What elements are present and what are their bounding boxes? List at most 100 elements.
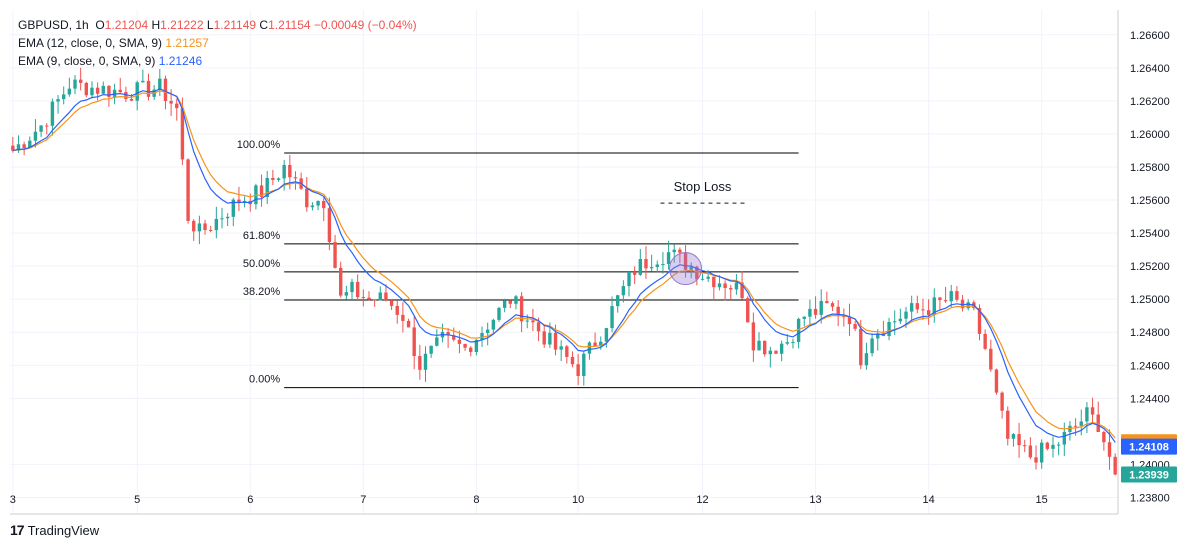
- ema9-legend[interactable]: EMA (9, close, 0, SMA, 9) 1.21246: [18, 52, 417, 70]
- candle-body: [751, 322, 756, 351]
- candle-body: [237, 199, 241, 203]
- tradingview-brand[interactable]: 17 TradingView: [10, 522, 99, 538]
- candle-body: [870, 338, 874, 354]
- candle-body: [22, 144, 26, 149]
- candle: [672, 244, 676, 263]
- candle-body: [802, 316, 806, 319]
- candle: [938, 296, 942, 311]
- candle-body: [446, 332, 450, 336]
- candle-body: [734, 282, 739, 290]
- candlestick-series: [11, 67, 1117, 476]
- candle: [542, 325, 546, 348]
- candle: [33, 119, 38, 148]
- candle-body: [599, 341, 603, 346]
- candle: [361, 289, 366, 307]
- candle: [418, 344, 422, 380]
- candle: [107, 85, 111, 107]
- candle-body: [485, 329, 490, 333]
- candle: [836, 300, 840, 327]
- candle-body: [84, 82, 89, 96]
- candle-body: [372, 299, 377, 301]
- candle: [830, 301, 835, 312]
- candle: [989, 339, 993, 372]
- candle: [1107, 429, 1112, 470]
- candle: [259, 174, 264, 207]
- candle-body: [310, 205, 315, 208]
- candle: [1096, 401, 1100, 433]
- candle-body: [265, 177, 269, 197]
- candle: [616, 294, 620, 313]
- candle: [655, 260, 659, 273]
- candle: [412, 316, 416, 370]
- candle-body: [531, 320, 535, 323]
- candle: [1017, 422, 1021, 458]
- candle-body: [683, 252, 688, 270]
- candle: [678, 247, 682, 264]
- entry-highlight-circle: [669, 252, 703, 286]
- fib-level-label: 0.00%: [249, 374, 280, 386]
- candle: [1062, 422, 1066, 457]
- candle: [463, 343, 467, 351]
- candle-body: [1090, 407, 1095, 415]
- candle-body: [469, 347, 473, 352]
- candle: [203, 219, 207, 235]
- candle-body: [779, 343, 784, 354]
- candle-body: [887, 321, 891, 337]
- candle: [220, 207, 224, 229]
- candle: [1102, 430, 1106, 451]
- candle: [197, 215, 202, 245]
- candle-body: [175, 103, 179, 109]
- price-tick-label: 1.25200: [1130, 261, 1170, 273]
- candle-body: [56, 99, 60, 102]
- candle-body: [746, 298, 750, 323]
- candle-body: [644, 259, 648, 269]
- candle: [192, 219, 196, 241]
- timeframe-label[interactable]: 1h: [75, 18, 89, 32]
- candle-body: [1017, 434, 1021, 446]
- candle: [344, 285, 349, 300]
- candle: [1113, 453, 1117, 476]
- candle-body: [825, 300, 829, 304]
- candle-body: [1073, 425, 1078, 427]
- symbol-label[interactable]: GBPUSD: [18, 18, 69, 32]
- candle-body: [276, 178, 281, 180]
- candle: [350, 278, 354, 300]
- candle-body: [842, 316, 846, 318]
- candle-body: [1051, 444, 1055, 449]
- candle: [565, 344, 569, 364]
- price-badge-bg: [1121, 438, 1177, 455]
- candle-body: [45, 125, 49, 127]
- ema12-legend[interactable]: EMA (12, close, 0, SMA, 9) 1.21257: [18, 34, 417, 52]
- time-tick-label: 14: [922, 494, 934, 506]
- candle: [909, 295, 914, 323]
- candle: [983, 329, 987, 351]
- candle-body: [740, 282, 744, 299]
- candle: [175, 98, 179, 121]
- candle: [661, 252, 665, 274]
- candle-body: [1028, 445, 1033, 458]
- candle: [1051, 436, 1055, 458]
- candle: [56, 95, 60, 114]
- candle: [632, 266, 637, 285]
- candle-body: [559, 346, 563, 350]
- candle-body: [1062, 431, 1066, 445]
- candle: [118, 77, 122, 94]
- price-tick-label: 1.26400: [1130, 63, 1170, 75]
- candle: [638, 248, 643, 276]
- candle-body: [367, 297, 371, 300]
- candle: [84, 81, 89, 98]
- ema12-label: EMA (12, close, 0, SMA, 9): [18, 36, 163, 50]
- candle: [802, 316, 806, 327]
- close-value: 1.21154: [268, 18, 311, 32]
- candle: [774, 350, 778, 355]
- candle: [627, 271, 631, 297]
- candle-body: [225, 216, 230, 219]
- candle: [50, 98, 55, 136]
- time-tick-label: 5: [134, 494, 140, 506]
- candle-body: [474, 339, 479, 352]
- time-axis: 3 5 6 7 8 10 12 13 14 15: [10, 494, 1048, 506]
- candle-body: [519, 296, 524, 322]
- candle-body: [898, 318, 903, 322]
- candle: [384, 284, 388, 302]
